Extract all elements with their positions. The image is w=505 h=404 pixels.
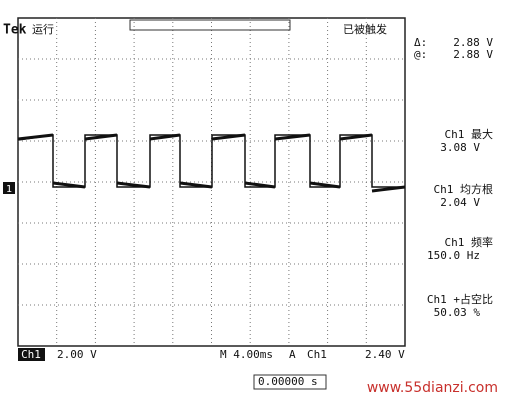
measurement-label: Ch1 均方根 xyxy=(434,182,494,196)
trigger-source: Ch1 xyxy=(307,348,327,361)
waveform-edges xyxy=(17,133,406,193)
run-state: 运行 xyxy=(32,23,54,36)
trigger-status: 已被触发 xyxy=(343,22,387,36)
status-channel-box xyxy=(18,348,45,361)
cursor-delta-label: Δ: xyxy=(414,36,427,49)
trigger-mode: A xyxy=(289,348,296,361)
channel-marker: 1 xyxy=(6,184,12,195)
brand: Tek xyxy=(3,23,27,38)
channel-marker-box xyxy=(3,182,15,194)
measurement-value: 50.03 % xyxy=(434,306,481,319)
measurement-label: Ch1 频率 xyxy=(445,235,494,249)
position-box xyxy=(253,374,327,390)
measurement-value: 150.0 Hz xyxy=(427,249,480,262)
cursor-delta-value: 2.88 V xyxy=(453,36,493,49)
cursor-at-label: @: xyxy=(414,48,427,61)
graticule xyxy=(18,18,405,346)
cursor-at-value: 2.88 V xyxy=(453,48,493,61)
measurement-value: 3.08 V xyxy=(440,141,480,154)
volts-div: 2.00 V xyxy=(57,348,97,361)
record-bar xyxy=(129,19,291,31)
horizontal-position: 0.00000 s xyxy=(258,375,318,388)
trigger-level: 2.40 V xyxy=(365,348,405,361)
watermark: www.55dianzi.com xyxy=(367,380,498,396)
measurement-label: Ch1 最大 xyxy=(445,127,494,141)
measurement-value: 2.04 V xyxy=(440,196,480,209)
measurement-label: Ch1 +占空比 xyxy=(427,292,493,306)
status-channel: Ch1 xyxy=(21,348,41,361)
waveform xyxy=(17,134,405,188)
timebase: M 4.00ms xyxy=(220,348,273,361)
